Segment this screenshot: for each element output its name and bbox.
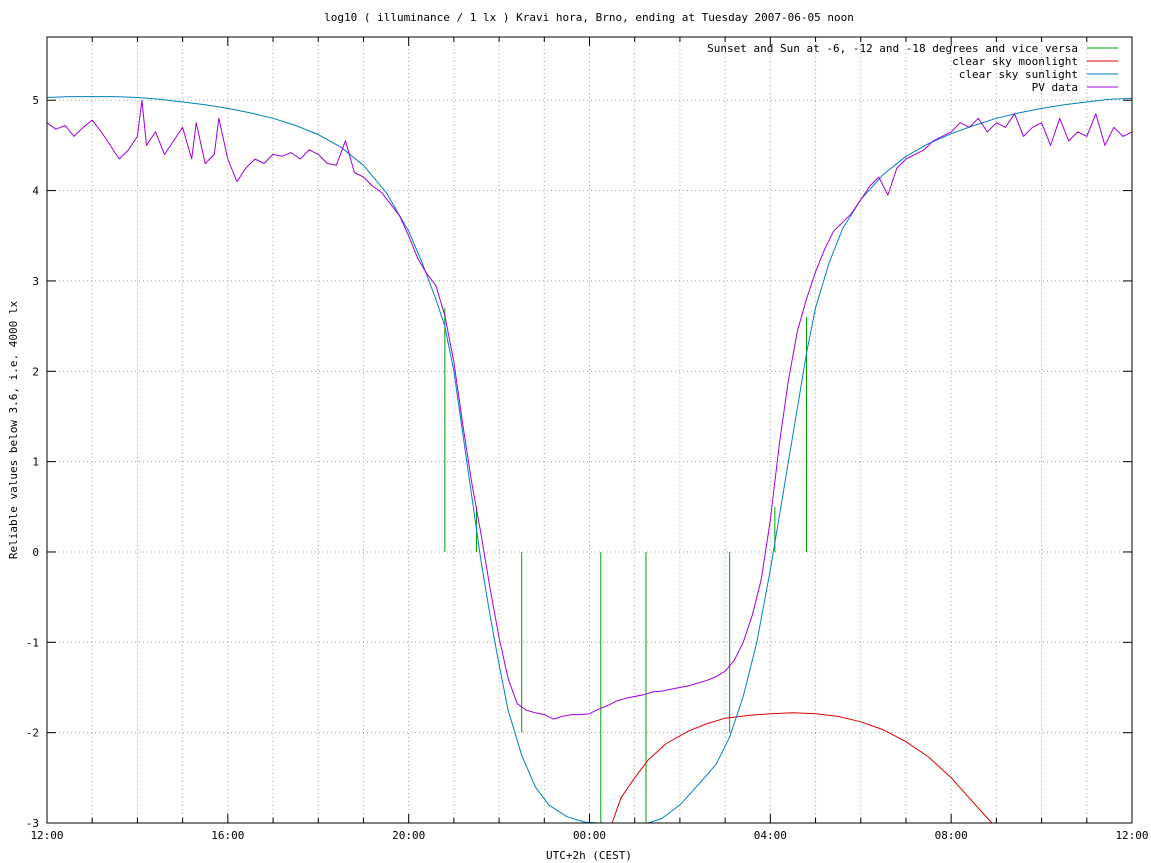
y-axis-label: Reliable values below 3.6, i.e. 4000 lx [7,300,20,559]
grid [47,37,1132,823]
y-tick-label: -1 [26,636,39,649]
x-tick-label: 12:00 [30,829,63,842]
y-tick-label: 0 [32,546,39,559]
legend-label: PV data [1032,81,1078,94]
x-axis-label: UTC+2h (CEST) [546,849,632,862]
y-tick-label: -3 [26,817,39,830]
x-tick-label: 20:00 [392,829,425,842]
legend-label: clear sky moonlight [952,55,1078,68]
series-line-3 [46,99,1133,720]
y-tick-label: -2 [26,727,39,740]
legend: Sunset and Sun at -6, -12 and -18 degree… [707,42,1118,94]
x-tick-label: 16:00 [211,829,244,842]
x-tick-label: 08:00 [935,829,968,842]
y-tick-label: 1 [32,456,39,469]
chart-title: log10 ( illuminance / 1 lx ) Kravi hora,… [324,11,854,24]
y-tick-label: 3 [32,275,39,288]
x-tick-label: 04:00 [754,829,787,842]
x-tick-label: 12:00 [1115,829,1148,842]
y-tick-label: 4 [32,185,39,198]
series-line-1 [611,712,993,824]
y-tick-label: 2 [32,365,39,378]
series-line-2 [46,96,1133,824]
plot-area [46,96,1133,824]
x-tick-label: 00:00 [573,829,606,842]
axes: 12:00 16:00 20:00 00:00 04:00 08:00 12:00-3-2-… [26,36,1149,842]
legend-label: Sunset and Sun at -6, -12 and -18 degree… [707,42,1078,55]
legend-label: clear sky sunlight [959,68,1078,81]
y-tick-label: 5 [32,94,39,107]
